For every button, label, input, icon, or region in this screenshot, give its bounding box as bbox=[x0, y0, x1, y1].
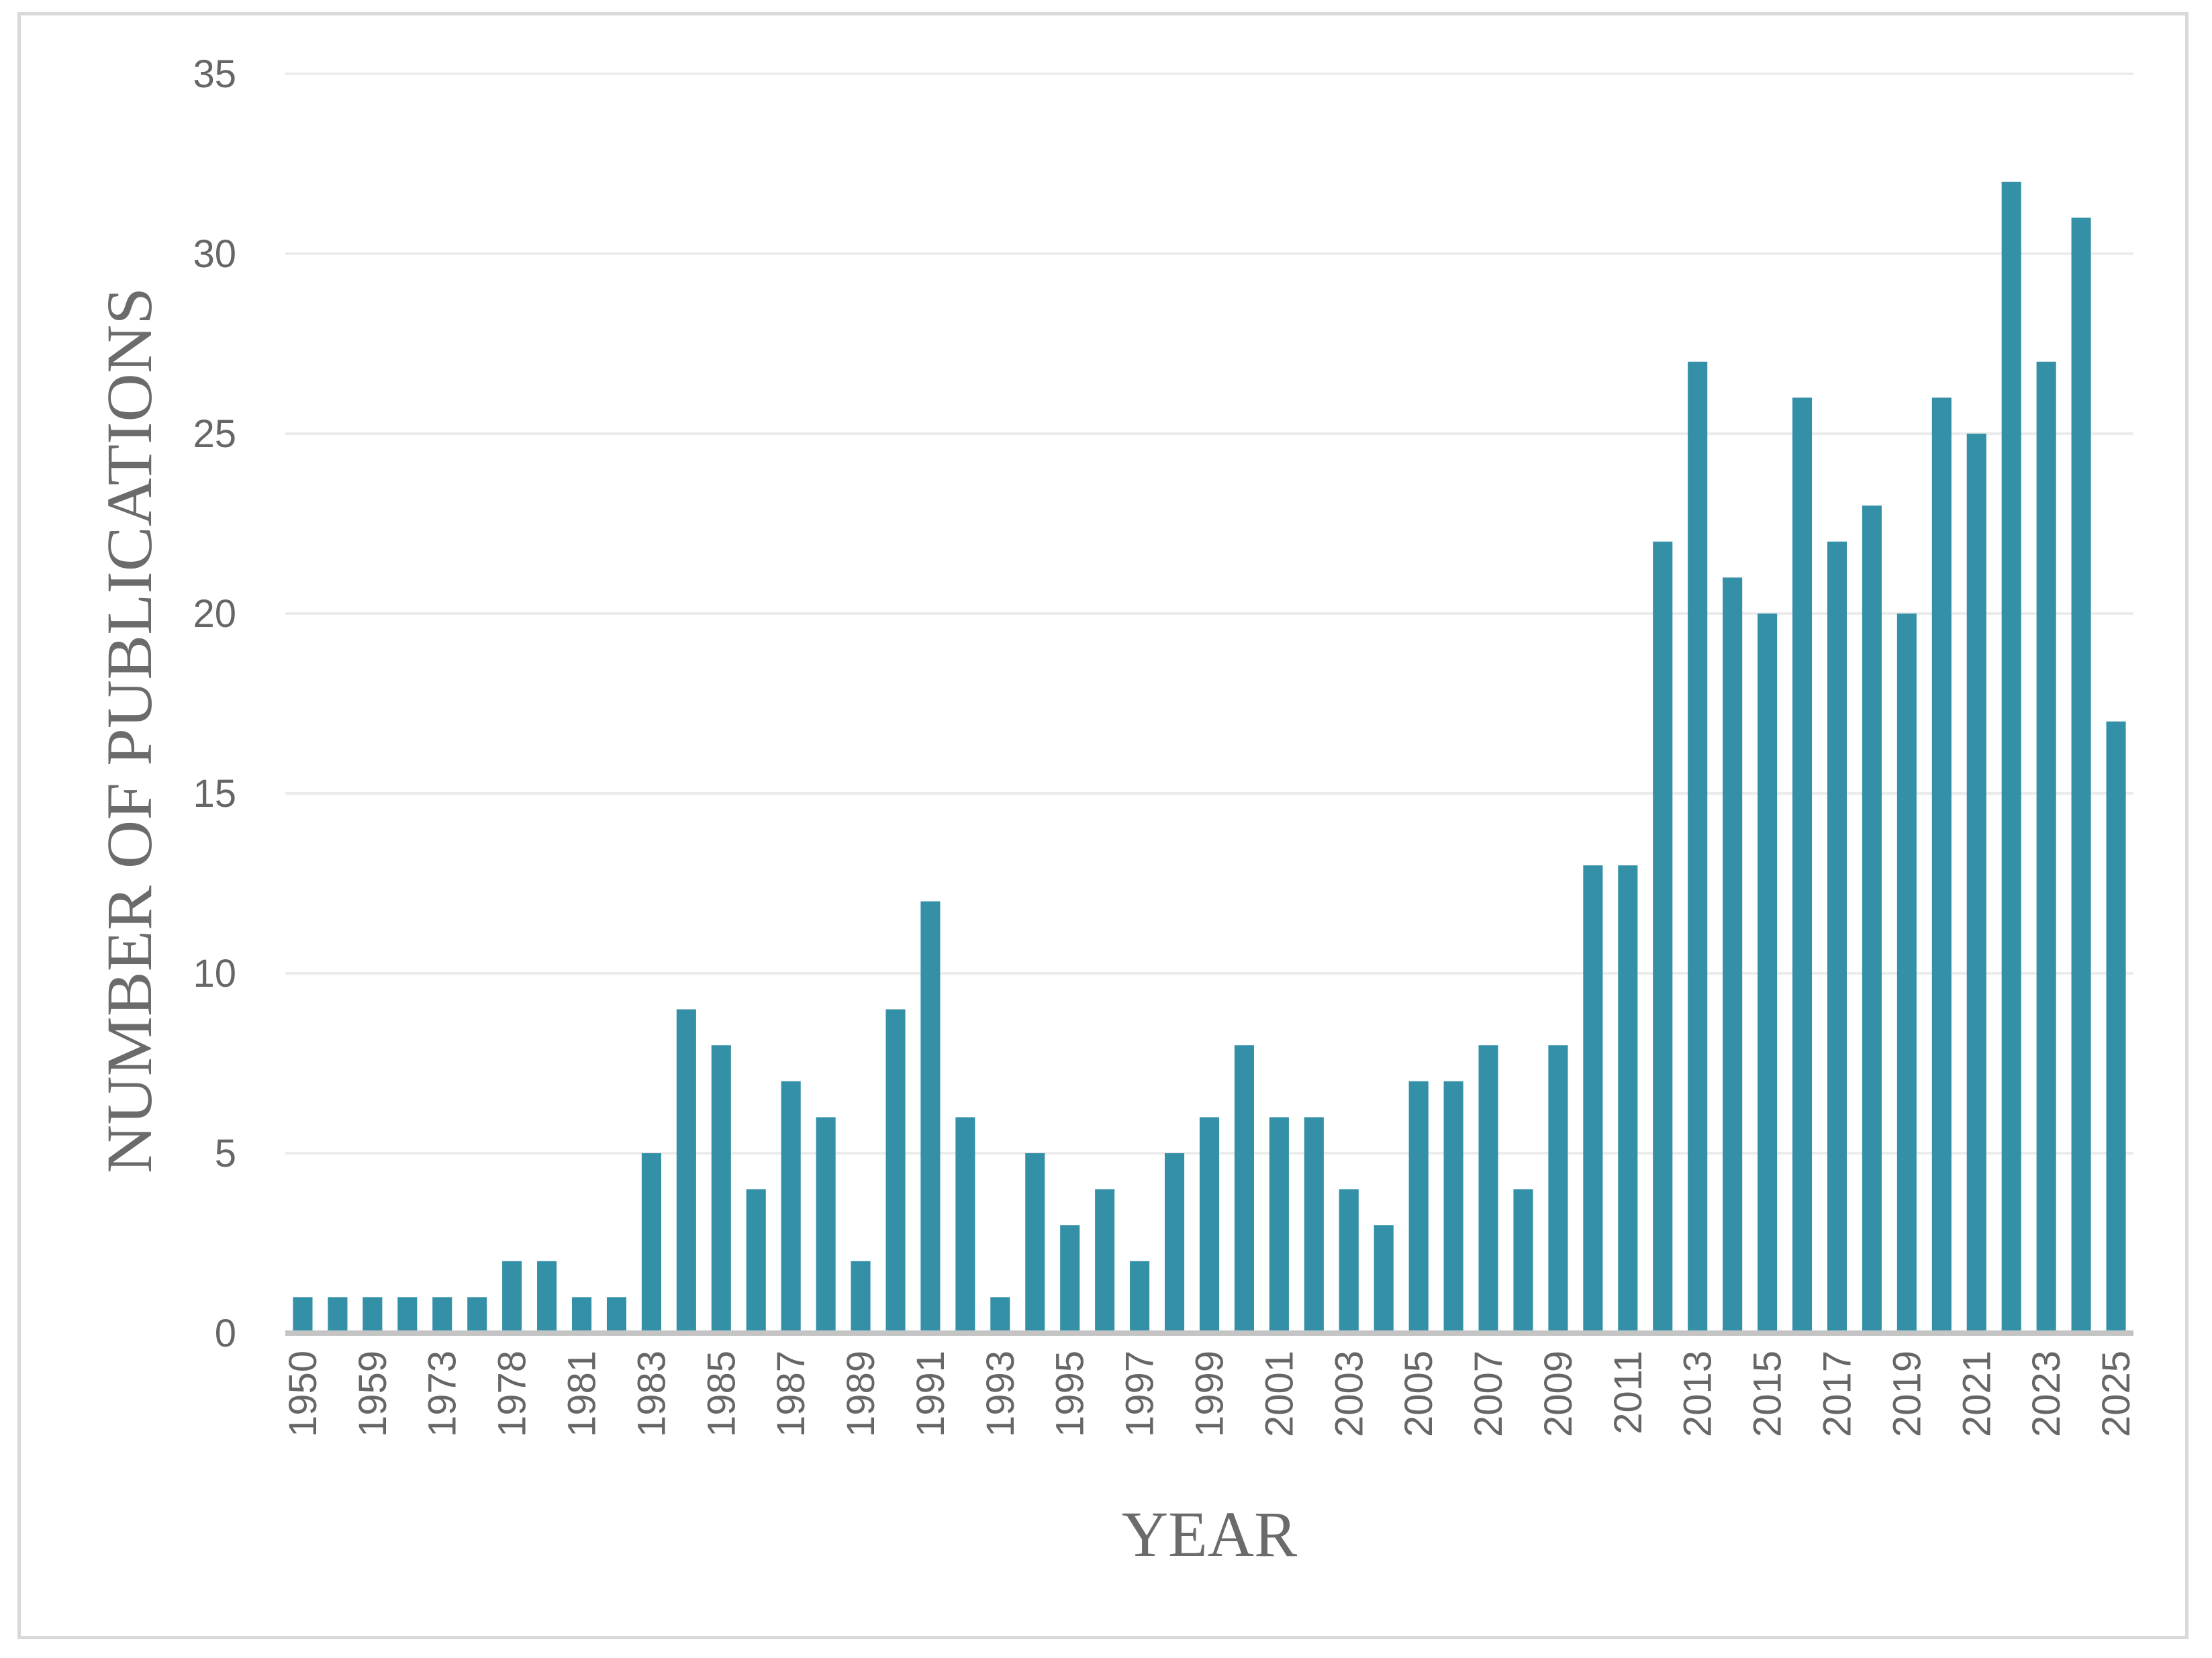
bar bbox=[2036, 361, 2056, 1333]
bar bbox=[1130, 1261, 1150, 1333]
bar bbox=[1862, 505, 1882, 1334]
y-tick-label: 30 bbox=[193, 232, 236, 276]
x-tick-label: 2017 bbox=[1815, 1351, 1859, 1437]
x-tick-label: 2005 bbox=[1397, 1351, 1441, 1437]
bar bbox=[467, 1297, 487, 1333]
x-axis-title: YEAR bbox=[1122, 1498, 1297, 1570]
y-tick-label: 5 bbox=[215, 1132, 236, 1175]
bar bbox=[1304, 1117, 1324, 1333]
bar bbox=[606, 1297, 627, 1333]
bar bbox=[1827, 541, 1847, 1333]
bar bbox=[571, 1297, 592, 1333]
bar bbox=[397, 1297, 418, 1333]
bar bbox=[1618, 865, 1638, 1333]
x-tick-label: 1950 bbox=[281, 1351, 325, 1437]
bar bbox=[432, 1297, 452, 1333]
y-tick-label: 10 bbox=[193, 952, 236, 995]
bar bbox=[1688, 361, 1708, 1333]
bar bbox=[363, 1297, 383, 1333]
bar bbox=[1408, 1081, 1429, 1333]
bar bbox=[641, 1153, 661, 1333]
x-tick-label: 1995 bbox=[1049, 1351, 1092, 1437]
bar bbox=[1234, 1045, 1254, 1333]
x-tick-label: 2023 bbox=[2025, 1351, 2068, 1437]
bar bbox=[851, 1261, 871, 1333]
x-tick-label: 1987 bbox=[769, 1351, 813, 1437]
bar bbox=[1758, 614, 1778, 1333]
bar bbox=[1583, 865, 1603, 1333]
bar bbox=[1931, 397, 1952, 1333]
x-tick-label: 1999 bbox=[1188, 1351, 1232, 1437]
bar bbox=[781, 1081, 801, 1333]
x-tick-label: 2015 bbox=[1746, 1351, 1790, 1437]
bar bbox=[746, 1189, 766, 1333]
x-tick-label: 1991 bbox=[909, 1351, 953, 1437]
x-tick-label: 2021 bbox=[1955, 1351, 1999, 1437]
bar bbox=[537, 1261, 557, 1333]
y-tick-label: 0 bbox=[215, 1312, 236, 1355]
y-tick-label: 20 bbox=[193, 592, 236, 636]
x-tick-label: 1978 bbox=[491, 1351, 534, 1437]
bar bbox=[676, 1009, 696, 1333]
x-tick-label: 2013 bbox=[1676, 1351, 1720, 1437]
x-tick-label: 2011 bbox=[1606, 1351, 1650, 1434]
bar bbox=[1966, 434, 1986, 1333]
x-tick-label: 1973 bbox=[421, 1351, 465, 1437]
bar bbox=[1478, 1045, 1498, 1333]
x-tick-label: 1981 bbox=[561, 1351, 604, 1437]
y-tick-label: 25 bbox=[193, 412, 236, 456]
bar bbox=[711, 1045, 731, 1333]
bar bbox=[1792, 397, 1813, 1333]
bar bbox=[990, 1297, 1010, 1333]
bar bbox=[1025, 1153, 1045, 1333]
bar bbox=[1060, 1225, 1080, 1333]
x-tick-label: 1985 bbox=[700, 1351, 743, 1437]
gridlines bbox=[285, 72, 2133, 1155]
bar bbox=[1653, 541, 1673, 1333]
bar bbox=[1095, 1189, 1115, 1333]
x-tick-label: 1993 bbox=[979, 1351, 1022, 1437]
bar bbox=[1339, 1189, 1359, 1333]
x-tick-label: 2001 bbox=[1257, 1351, 1301, 1437]
x-tick-label: 2003 bbox=[1327, 1351, 1371, 1437]
bar bbox=[328, 1297, 348, 1333]
bar bbox=[2106, 721, 2126, 1333]
bar bbox=[1548, 1045, 1568, 1333]
x-tick-label: 2025 bbox=[2095, 1351, 2138, 1437]
bar bbox=[502, 1261, 522, 1333]
x-tick-label: 2009 bbox=[1537, 1351, 1580, 1437]
y-tick-label: 15 bbox=[193, 772, 236, 816]
bar bbox=[2001, 181, 2021, 1333]
x-tick-label: 2019 bbox=[1885, 1351, 1929, 1437]
bar bbox=[1443, 1081, 1463, 1333]
y-axis-ticks: 0 5 10 15 20 25 30 35 bbox=[193, 52, 236, 1355]
bar bbox=[816, 1117, 836, 1333]
bar bbox=[1513, 1189, 1533, 1333]
bar bbox=[885, 1009, 906, 1333]
bar bbox=[1269, 1117, 1289, 1333]
bar bbox=[1199, 1117, 1220, 1333]
x-tick-label: 1959 bbox=[351, 1351, 395, 1437]
x-tick-label: 2007 bbox=[1467, 1351, 1510, 1437]
bar bbox=[1723, 577, 1743, 1333]
bar bbox=[920, 901, 941, 1333]
chart-frame bbox=[17, 12, 2189, 1639]
x-tick-label: 1983 bbox=[630, 1351, 673, 1437]
x-tick-label: 1997 bbox=[1118, 1351, 1162, 1437]
bar bbox=[1896, 614, 1917, 1333]
bars bbox=[293, 181, 2126, 1334]
bar bbox=[1165, 1153, 1185, 1333]
y-tick-label: 35 bbox=[193, 52, 236, 96]
bar bbox=[1374, 1225, 1394, 1333]
x-axis-ticks: 1950 1959 1973 1978 1981 1983 1985 1987 1989 1991… bbox=[281, 1351, 2138, 1437]
bar bbox=[2071, 217, 2091, 1333]
bar bbox=[293, 1297, 313, 1333]
bar bbox=[955, 1117, 975, 1333]
y-axis-title: NUMBER OF PUBLICATIONS bbox=[93, 287, 165, 1173]
x-tick-label: 1989 bbox=[839, 1351, 883, 1437]
